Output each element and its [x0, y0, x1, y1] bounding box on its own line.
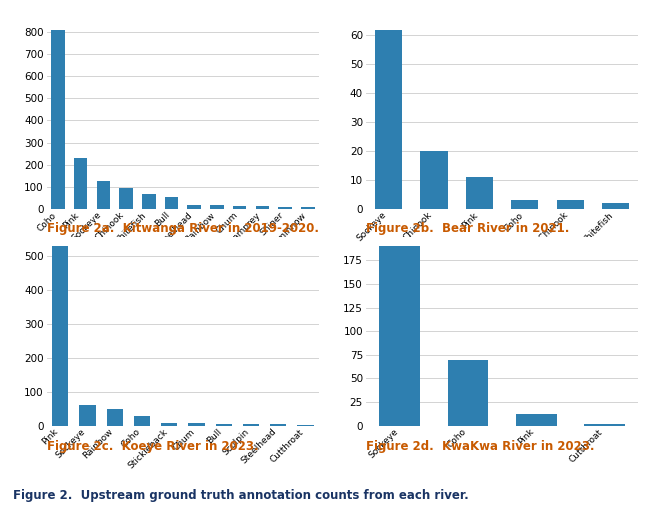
Bar — [96, 181, 110, 209]
Bar — [420, 151, 448, 209]
Text: Figure 2d.  KwaKwa River in 2023.: Figure 2d. KwaKwa River in 2023. — [366, 440, 595, 453]
Bar — [278, 207, 292, 209]
Bar — [79, 406, 96, 426]
Bar — [448, 360, 489, 426]
Bar — [465, 177, 493, 209]
Bar — [255, 206, 269, 209]
Bar — [380, 246, 420, 426]
Bar — [51, 29, 65, 209]
Bar — [210, 205, 223, 209]
Bar — [119, 188, 133, 209]
Bar — [375, 29, 402, 209]
Bar — [188, 204, 201, 209]
Bar — [188, 423, 205, 426]
Bar — [516, 414, 557, 426]
Text: Figure 2.  Upstream ground truth annotation counts from each river.: Figure 2. Upstream ground truth annotati… — [13, 489, 469, 502]
Bar — [215, 424, 232, 426]
Bar — [270, 424, 287, 426]
Bar — [106, 409, 123, 426]
Bar — [557, 200, 584, 209]
Text: Figure 2a.  Kitwanga River in 2019-2020.: Figure 2a. Kitwanga River in 2019-2020. — [47, 222, 319, 235]
Bar — [584, 424, 625, 426]
Bar — [602, 203, 629, 209]
Bar — [243, 424, 259, 426]
Bar — [52, 246, 68, 426]
Bar — [297, 425, 314, 426]
Bar — [134, 416, 150, 426]
Bar — [511, 200, 539, 209]
Text: Figure 2c.  Koeye River in 2023.: Figure 2c. Koeye River in 2023. — [47, 440, 258, 453]
Bar — [161, 423, 178, 426]
Text: Figure 2b.  Bear River in 2021.: Figure 2b. Bear River in 2021. — [366, 222, 569, 235]
Bar — [142, 194, 156, 209]
Bar — [301, 207, 315, 209]
Bar — [165, 198, 178, 209]
Bar — [74, 158, 88, 209]
Bar — [233, 206, 247, 209]
